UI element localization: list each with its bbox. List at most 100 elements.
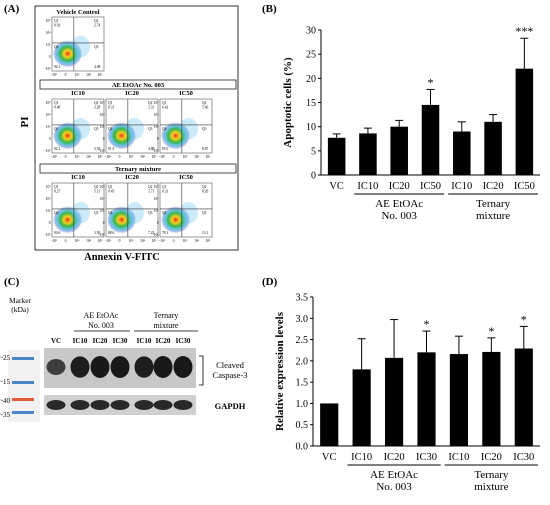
quadrant-q2-name: Q2	[94, 185, 99, 189]
flow-x-tick-label: 0	[65, 239, 67, 243]
quadrant-q3-value: 8.87	[202, 147, 208, 151]
bar	[453, 131, 471, 175]
flow-x-tick-label: 10³	[75, 155, 81, 159]
flow-x-tick-label: 10⁴	[86, 73, 92, 77]
quadrant-q1-value: 0.48	[54, 106, 60, 110]
flow-x-tick-label: 0	[119, 155, 121, 159]
cell-density	[53, 206, 83, 234]
flow-x-tick-label: 10³	[183, 155, 189, 159]
flow-x-tick-label: 10³	[129, 155, 135, 159]
marker-label: Marker (kDa)	[9, 296, 32, 314]
caspase-band	[134, 356, 154, 378]
lane-label: IC20	[156, 337, 171, 345]
x-tick-label: IC10	[451, 181, 472, 192]
cell-scatter	[71, 35, 90, 58]
marker-size-label: ~40	[0, 397, 10, 405]
quadrant-q2-name: Q2	[148, 101, 153, 105]
cell-density	[107, 206, 137, 234]
gapdh-band	[173, 400, 193, 410]
flow-plot-ic50: Q10.42 Q25.66 Q4 85.0 Q3 8.87 10⁵ 10⁴ 10³ 0 -10³ -1…	[153, 98, 213, 159]
flow-x-tick-label: -10³	[159, 155, 166, 159]
flow-y-tick-label: 10⁵	[100, 185, 106, 189]
relative-expression-chart: 0.0 0.5 1.0 1.5 2.0 2.5 3.0 3.5 Relative express…	[274, 293, 540, 493]
flow-x-tick-label: 10⁴	[140, 239, 146, 243]
quadrant-q4-name: Q4	[54, 211, 59, 215]
caspase-band	[173, 356, 193, 378]
flow-y-tick-label: 10⁴	[46, 113, 52, 117]
bar	[352, 369, 371, 446]
x-tick-label: IC50	[514, 181, 535, 192]
cell-density	[161, 206, 191, 234]
quadrant-q2-name: Q2	[202, 101, 207, 105]
caspase-band	[110, 356, 130, 378]
vehicle-control-title: Vehicle Control	[56, 9, 99, 16]
quadrant-q2-value: 3.71	[148, 190, 154, 194]
flow-x-tick-label: 10⁵	[206, 239, 212, 243]
marker-size-label: ~15	[0, 378, 10, 386]
flow-y-tick-label: 10⁴	[46, 197, 52, 201]
flow-plot-ic10: Q10.48 Q23.28 Q4 92.3 Q3 3.93 10⁵ 10⁴ 10³ 0 -10³ -1…	[45, 98, 105, 159]
quadrant-q1-value: 0.45	[108, 190, 114, 194]
bar	[359, 133, 377, 175]
panel-b-label: (B)	[262, 3, 277, 15]
plot-label: IC10	[71, 174, 85, 181]
panel-c-label: (C)	[4, 276, 20, 288]
quadrant-q3-value: 13.1	[202, 231, 208, 235]
quadrant-q4-name: Q4	[54, 45, 59, 49]
quadrant-q4-name: Q4	[108, 211, 113, 215]
significance-label: *	[428, 75, 434, 89]
cleaved-caspase-label: Cleaved Caspase-3	[213, 360, 248, 380]
flow-y-tick-label: 10³	[46, 125, 52, 129]
cell-scatter	[125, 201, 144, 224]
quadrant-q2-name: Q2	[202, 185, 207, 189]
x-tick-label: IC20	[389, 181, 410, 192]
gapdh-band	[70, 400, 90, 410]
quadrant-q4-value: 92.3	[54, 147, 60, 151]
y-tick-label: 3.5	[296, 293, 309, 304]
marker-band-40	[12, 398, 34, 401]
bar	[390, 126, 408, 175]
quadrant-q2-value: 2.74	[94, 24, 100, 28]
plot-label: IC20	[125, 90, 139, 97]
y-tick-label: 30	[306, 26, 316, 37]
caspase-band	[46, 359, 66, 375]
group-banner-title: Ternary mixture	[115, 166, 161, 173]
x-tick-label: IC20	[384, 452, 405, 463]
y-axis-label: Apoptotic cells (%)	[282, 57, 294, 148]
bar	[514, 348, 533, 446]
plot-label: IC20	[125, 174, 139, 181]
bar	[417, 352, 436, 446]
quadrant-q4-value: 85.0	[162, 147, 168, 151]
flow-y-tick-label: 0	[49, 55, 51, 59]
flow-y-tick-label: 0	[49, 137, 51, 141]
y-axis-label: Relative expression levels	[274, 311, 286, 431]
x-tick-label: IC50	[420, 181, 441, 192]
lane-label: IC30	[113, 337, 128, 345]
flow-plot-ic20: Q10.31 Q23.31 Q4 91.5 Q3 4.88 10⁵ 10⁴ 10³ 0 -10³ -1…	[99, 98, 159, 159]
flow-x-tick-label: 10³	[183, 239, 189, 243]
flow-y-tick-label: 0	[49, 221, 51, 225]
group-banner	[39, 163, 237, 174]
flow-y-tick-label: 10⁴	[46, 31, 52, 35]
y-tick-label: 2.5	[296, 335, 309, 346]
caspase-band	[153, 356, 173, 378]
quadrant-q1-value: 0.27	[54, 190, 60, 194]
quadrant-q2-value: 3.31	[148, 106, 154, 110]
gapdh-band	[46, 400, 66, 410]
flow-y-tick-label: 10⁵	[154, 185, 160, 189]
lane-label: IC20	[93, 337, 108, 345]
flow-y-tick-label: 10⁴	[154, 113, 160, 117]
gapdh-label: GAPDH	[215, 401, 246, 411]
flow-x-axis-label: Annexin V-FITC	[84, 252, 160, 263]
group-label: Ternary mixture	[474, 469, 509, 493]
quadrant-q3-value: 7.23	[148, 231, 154, 235]
group-banner	[39, 79, 237, 90]
lane-label: IC10	[73, 337, 88, 345]
quadrant-q2-value: 8.26	[202, 190, 208, 194]
flow-y-tick-label: -10³	[99, 149, 106, 153]
lane-label: IC30	[176, 337, 191, 345]
flow-x-tick-label: -10³	[51, 73, 58, 77]
flow-x-tick-label: -10³	[51, 239, 58, 243]
plot-label: IC10	[71, 90, 85, 97]
significance-label: *	[488, 324, 494, 338]
